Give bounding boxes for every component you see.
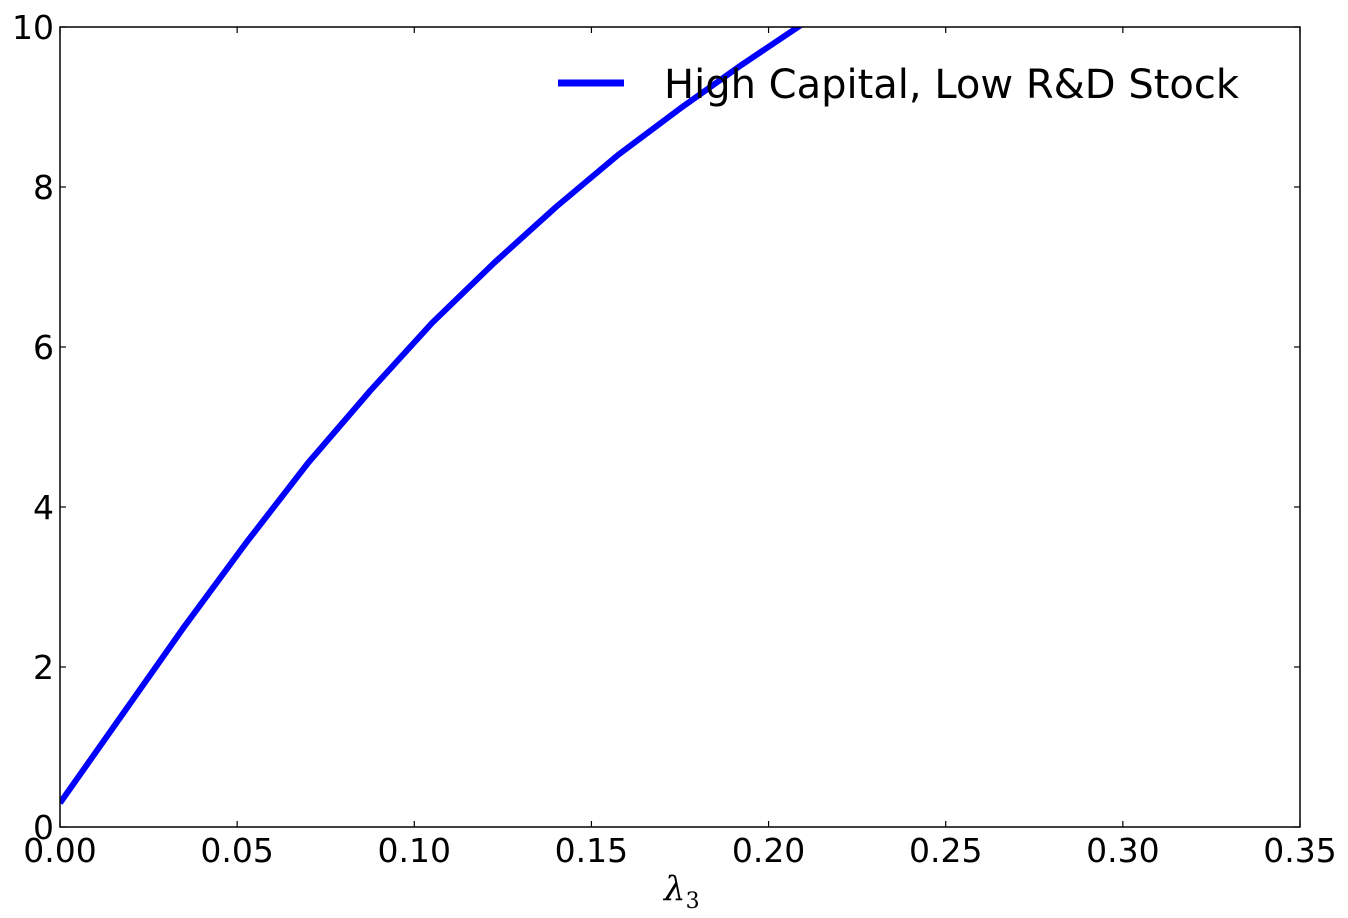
y-axis-ticks: 0 2 4 6 8 10 [12,8,1300,847]
series-line [60,23,804,803]
y-tick-label: 6 [33,328,54,367]
x-axis-label-subscript: 3 [686,889,700,914]
x-axis-label-symbol: λ [662,869,686,909]
x-tick-label: 0.25 [909,831,982,870]
y-tick-label: 2 [33,648,54,687]
plot-frame [60,27,1300,827]
x-tick-label: 0.30 [1086,831,1159,870]
x-tick-label: 0.35 [1263,831,1336,870]
x-tick-label: 0.10 [378,831,451,870]
x-axis-label: λ3 [662,869,700,914]
x-tick-label: 0.15 [555,831,628,870]
y-tick-label: 10 [12,8,54,47]
x-tick-label: 0.05 [200,831,273,870]
x-axis-ticks: 0.00 0.05 0.10 0.15 0.20 0.25 0.30 0.35 [23,27,1336,870]
legend: High Capital, Low R&D Stock [558,62,1240,108]
legend-label: High Capital, Low R&D Stock [664,62,1240,108]
series-layer [60,23,804,803]
y-tick-label: 4 [33,488,54,527]
x-tick-label: 0.20 [732,831,805,870]
y-tick-label: 0 [33,808,54,847]
y-tick-label: 8 [33,168,54,207]
